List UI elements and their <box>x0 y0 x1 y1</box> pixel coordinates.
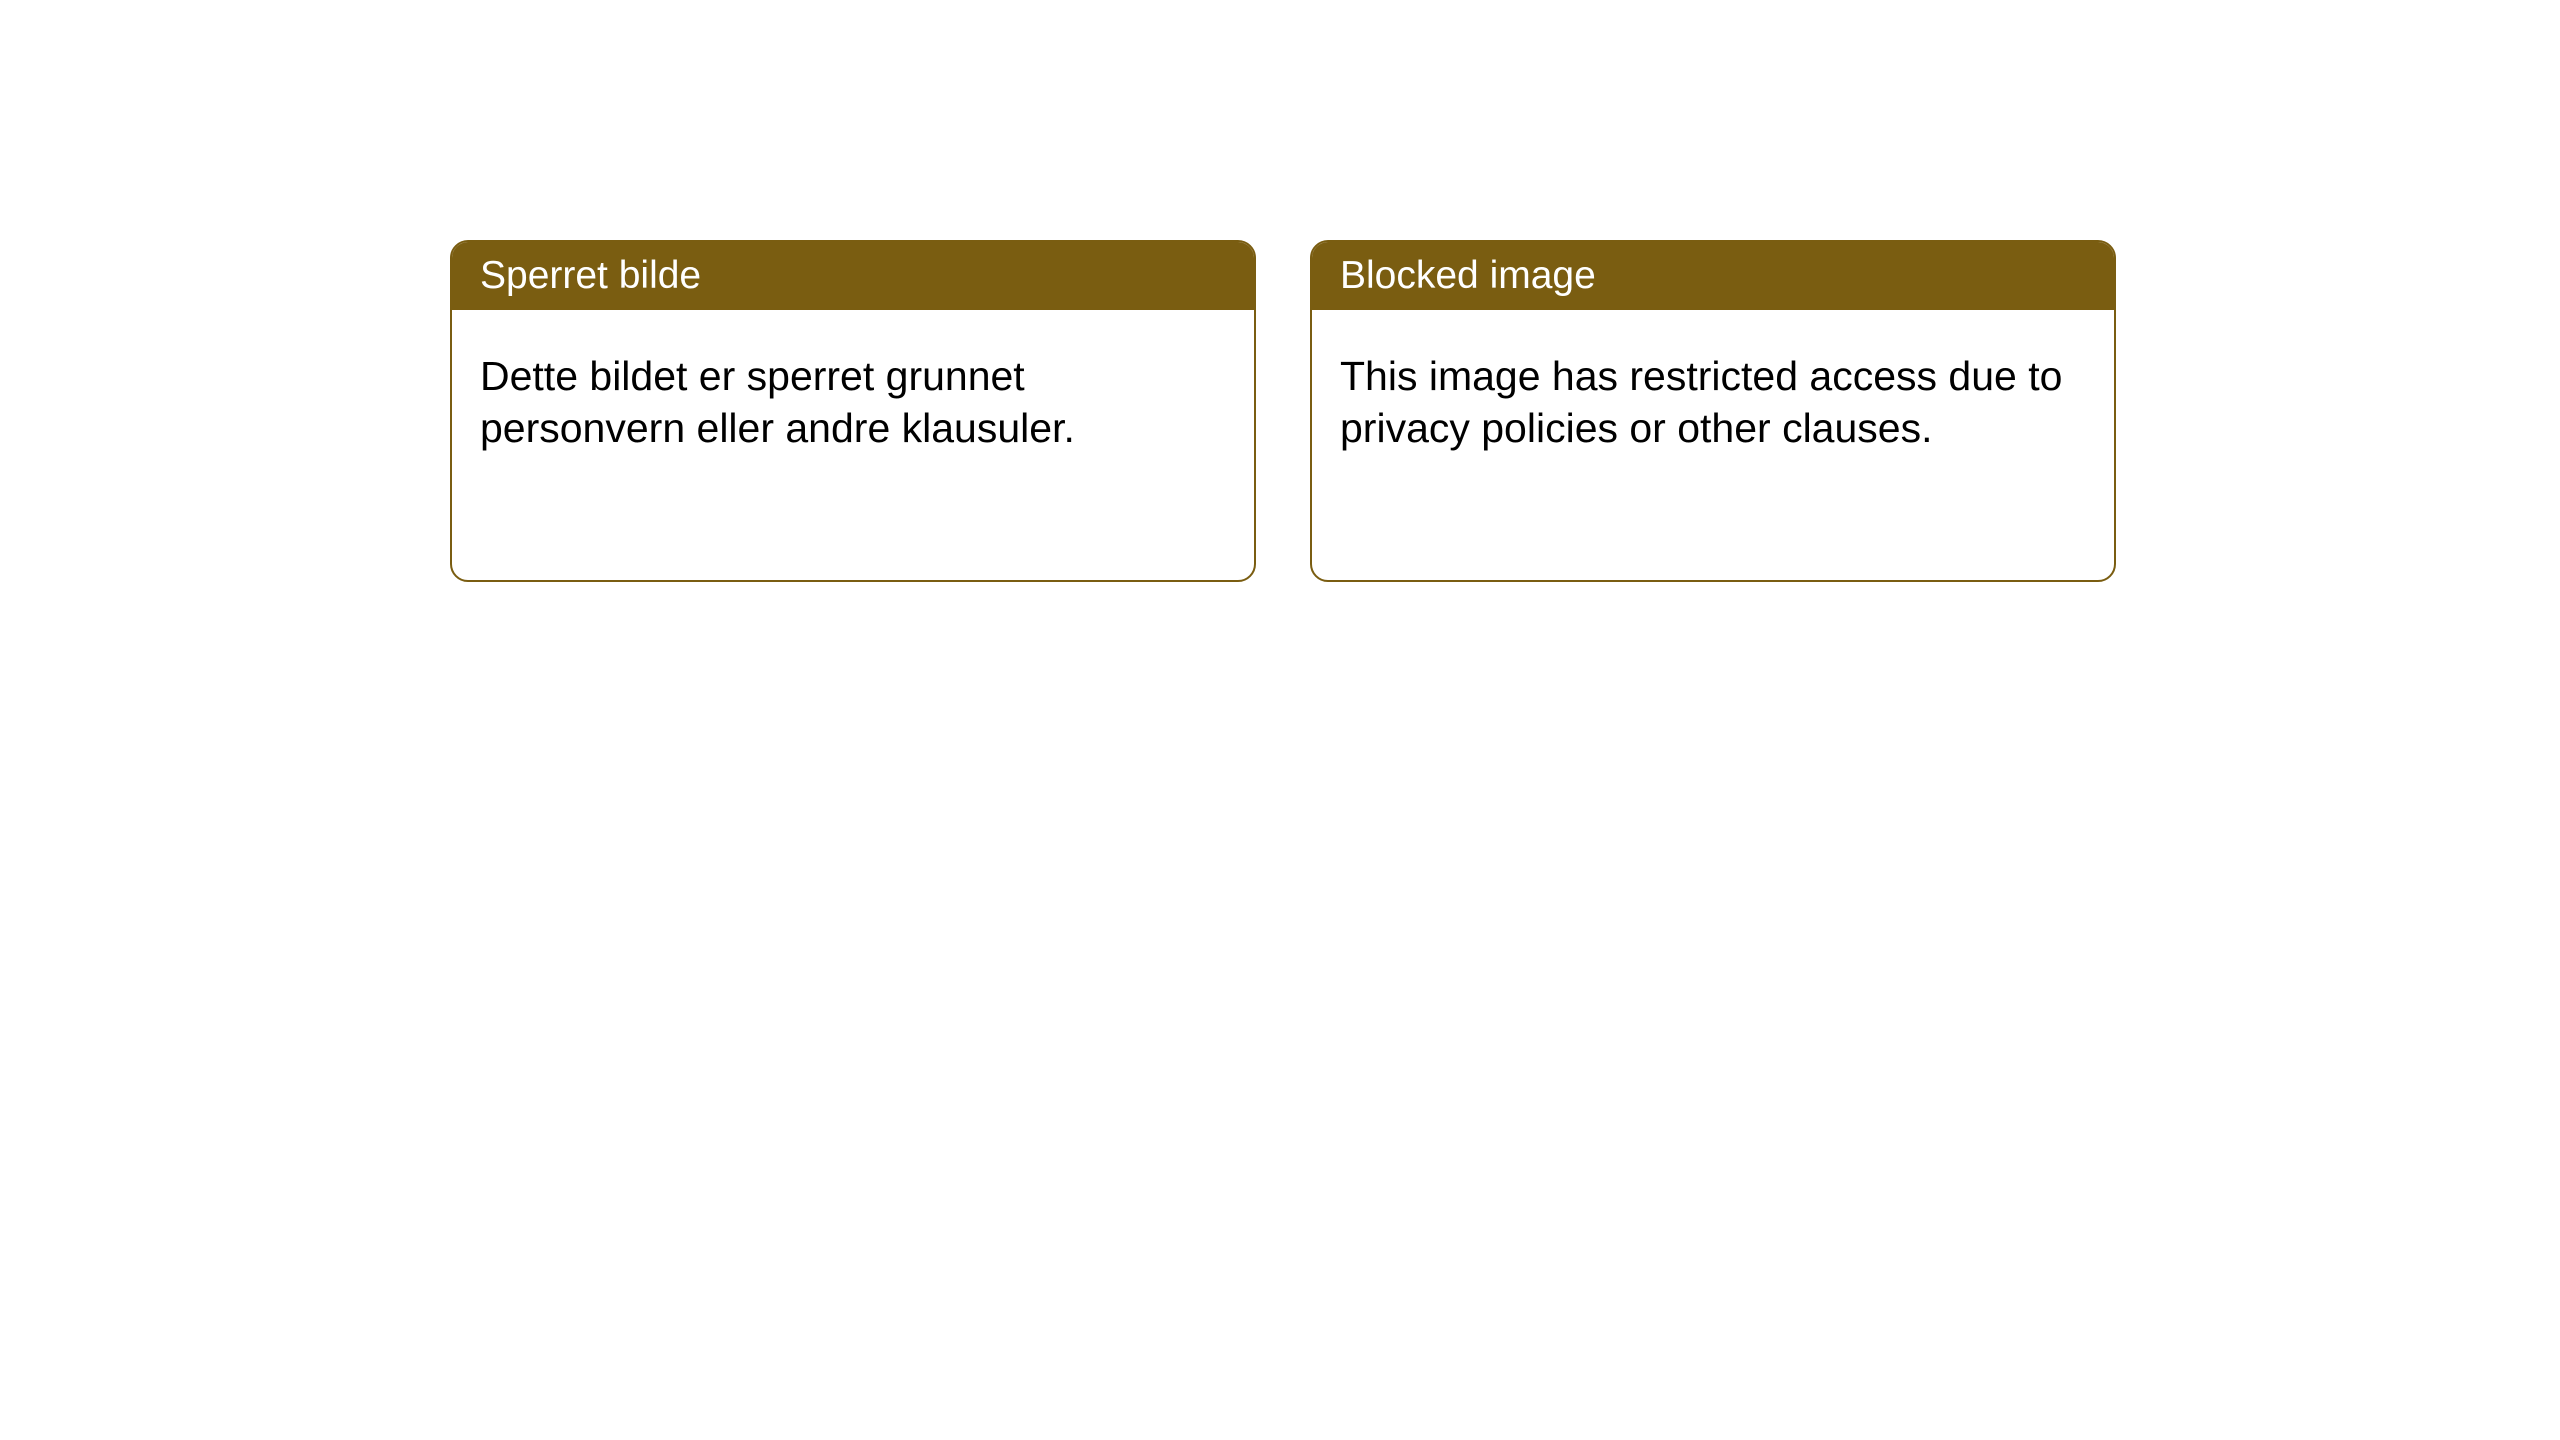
blocked-image-card-en: Blocked image This image has restricted … <box>1310 240 2116 582</box>
card-body-en: This image has restricted access due to … <box>1312 310 2114 580</box>
card-message-no: Dette bildet er sperret grunnet personve… <box>480 350 1226 455</box>
card-header-en: Blocked image <box>1312 242 2114 310</box>
card-title-no: Sperret bilde <box>480 254 701 297</box>
card-header-no: Sperret bilde <box>452 242 1254 310</box>
card-body-no: Dette bildet er sperret grunnet personve… <box>452 310 1254 580</box>
blocked-image-card-no: Sperret bilde Dette bildet er sperret gr… <box>450 240 1256 582</box>
cards-container: Sperret bilde Dette bildet er sperret gr… <box>0 0 2560 582</box>
card-message-en: This image has restricted access due to … <box>1340 350 2086 455</box>
card-title-en: Blocked image <box>1340 254 1596 297</box>
